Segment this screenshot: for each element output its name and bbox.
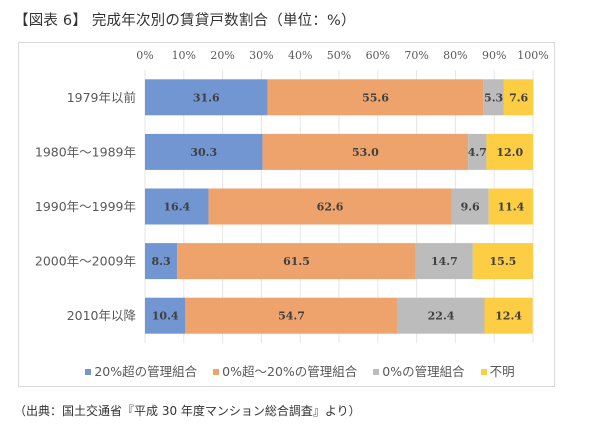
legend-label: 20%超の管理組合 xyxy=(94,364,198,379)
bar-segment xyxy=(503,79,534,116)
bar-segment xyxy=(468,133,487,170)
x-tick-label: 40% xyxy=(288,49,312,62)
x-tick-label: 30% xyxy=(249,49,273,62)
bar-segment xyxy=(486,133,533,170)
legend-item: 不明 xyxy=(480,361,515,380)
data-label: 14.7 xyxy=(431,255,458,268)
data-label: 53.0 xyxy=(352,146,379,159)
data-label: 7.6 xyxy=(509,91,528,104)
data-label: 12.0 xyxy=(496,146,523,159)
source-note: （出典：国土交通省『平成 30 年度マンション総合調査』より） xyxy=(14,404,361,418)
category-label: 1990年～1999年 xyxy=(35,199,136,214)
category-label: 1980年～1989年 xyxy=(35,144,136,159)
data-label: 12.4 xyxy=(495,310,522,323)
data-label: 62.6 xyxy=(317,201,344,214)
legend-item: 20%超の管理組合 xyxy=(85,361,197,380)
bar-segment xyxy=(145,79,268,116)
bar-segment xyxy=(451,188,489,225)
legend-swatch-icon xyxy=(213,368,220,375)
legend-swatch-icon xyxy=(85,368,92,375)
bar-segment xyxy=(488,188,533,225)
x-tick-label: 0% xyxy=(136,49,153,62)
legend-swatch-icon xyxy=(480,368,487,375)
x-tick-label: 20% xyxy=(210,49,234,62)
bar-segment xyxy=(145,133,263,170)
data-label: 61.5 xyxy=(283,255,310,268)
legend-label: 0%の管理組合 xyxy=(382,364,465,379)
category-label: 2000年～2009年 xyxy=(35,254,136,269)
bar-segment xyxy=(177,243,416,280)
bar-segment xyxy=(145,243,178,280)
bar-segment xyxy=(415,243,473,280)
data-label: 16.4 xyxy=(163,201,190,214)
x-tick-label: 70% xyxy=(404,49,428,62)
bar-segment xyxy=(145,297,186,334)
legend-item: 0%超～20%の管理組合 xyxy=(213,361,357,380)
bar-segment xyxy=(208,188,452,225)
bar-segment xyxy=(145,188,209,225)
legend-swatch-icon xyxy=(373,368,380,375)
data-label: 10.4 xyxy=(152,310,179,323)
data-label: 31.6 xyxy=(193,91,220,104)
bar-segment xyxy=(484,297,533,334)
data-label: 55.6 xyxy=(362,91,389,104)
x-tick-label: 90% xyxy=(482,49,506,62)
legend-label: 0%超～20%の管理組合 xyxy=(222,364,358,379)
data-label: 30.3 xyxy=(190,146,217,159)
data-label: 11.4 xyxy=(497,201,524,214)
legend-label: 不明 xyxy=(489,364,515,379)
data-label: 9.6 xyxy=(461,201,480,214)
chart-legend: 20%超の管理組合 0%超～20%の管理組合 0%の管理組合 不明 xyxy=(0,361,600,380)
bar-segment xyxy=(472,243,533,280)
category-label: 2010年以降 xyxy=(67,308,137,323)
category-label: 1979年以前 xyxy=(67,90,136,105)
bar-segment xyxy=(262,133,469,170)
chart-frame xyxy=(18,42,555,387)
x-tick-label: 10% xyxy=(172,49,196,62)
x-tick-label: 50% xyxy=(327,49,351,62)
bar-segment xyxy=(267,79,484,116)
bar-segment xyxy=(185,297,398,334)
bar-segment xyxy=(483,79,504,116)
x-tick-label: 80% xyxy=(443,49,467,62)
data-label: 8.3 xyxy=(152,255,171,268)
data-label: 15.5 xyxy=(490,255,517,268)
data-label: 4.7 xyxy=(468,146,487,159)
legend-item: 0%の管理組合 xyxy=(373,361,465,380)
data-label: 5.3 xyxy=(484,91,503,104)
x-tick-label: 60% xyxy=(366,49,390,62)
x-tick-label: 100% xyxy=(517,49,548,62)
data-label: 54.7 xyxy=(278,310,305,323)
data-label: 22.4 xyxy=(428,310,455,323)
chart-title: 【図表 6】 完成年次別の賃貸戸数割合（単位：%） xyxy=(14,13,356,29)
bar-segment xyxy=(397,297,485,334)
